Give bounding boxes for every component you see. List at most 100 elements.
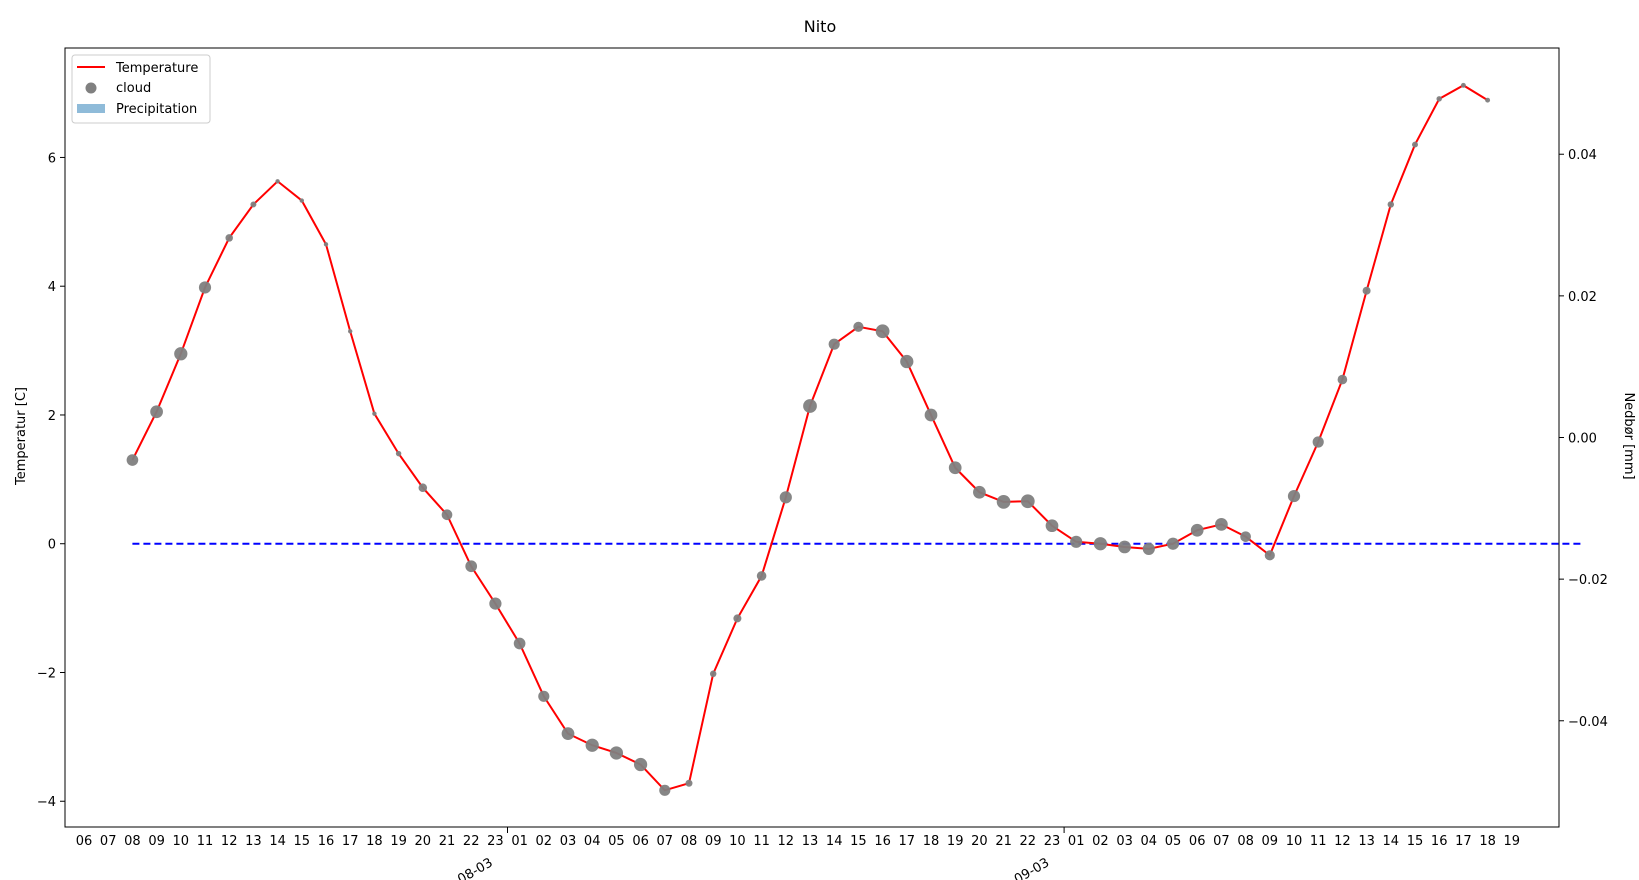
x-tick-label: 23 bbox=[487, 834, 504, 849]
x-tick-label: 03 bbox=[1116, 834, 1133, 849]
x-tick-label: 08 bbox=[1237, 834, 1254, 849]
y-tick-label: −4 bbox=[37, 795, 56, 810]
cloud-point bbox=[685, 779, 693, 787]
cloud-point bbox=[1240, 531, 1251, 542]
cloud-point bbox=[1190, 523, 1204, 537]
x-tick-label: 22 bbox=[463, 834, 480, 849]
x-tick-label: 10 bbox=[729, 834, 746, 849]
x-tick-label: 09 bbox=[1262, 834, 1279, 849]
x-tick-label: 14 bbox=[826, 834, 843, 849]
x-tick-label: 06 bbox=[632, 834, 649, 849]
cloud-point bbox=[828, 338, 840, 350]
y-axis-label: Temperatur [C] bbox=[14, 387, 29, 486]
legend-bar-swatch bbox=[77, 104, 105, 113]
x-tick-label: 17 bbox=[1455, 834, 1472, 849]
x-tick-label: 11 bbox=[753, 834, 770, 849]
y-tick-label: 2 bbox=[48, 409, 56, 424]
x-tick-label: 02 bbox=[536, 834, 553, 849]
cloud-point bbox=[1166, 537, 1180, 550]
y2-tick-label: −0.04 bbox=[1568, 715, 1608, 730]
cloud-point bbox=[418, 483, 428, 492]
y2-axis-label: Nedbør [mm] bbox=[1621, 392, 1636, 479]
x-tick-label: 15 bbox=[850, 834, 867, 849]
y-tick-label: 4 bbox=[48, 280, 56, 295]
cloud-point bbox=[756, 571, 767, 581]
y2-tick-label: 0.00 bbox=[1568, 432, 1597, 447]
x-tick-label: 16 bbox=[318, 834, 335, 849]
cloud-point bbox=[1264, 550, 1275, 561]
x-tick-label: 04 bbox=[1141, 834, 1158, 849]
x-tick-label: 05 bbox=[608, 834, 625, 849]
x-tick-label: 17 bbox=[899, 834, 916, 849]
x-tick-label: 16 bbox=[1431, 834, 1448, 849]
y-tick-label: 0 bbox=[48, 538, 56, 553]
x-tick-label: 08 bbox=[681, 834, 698, 849]
y2-tick-label: 0.02 bbox=[1568, 290, 1597, 305]
cloud-point bbox=[538, 690, 550, 702]
x-tick-label: 21 bbox=[995, 834, 1012, 849]
cloud-point bbox=[150, 405, 163, 419]
x-tick-label: 13 bbox=[245, 834, 262, 849]
cloud-point bbox=[1312, 436, 1324, 448]
x-tick-label: 11 bbox=[1310, 834, 1327, 849]
cloud-point bbox=[900, 354, 914, 369]
x-tick-label: 19 bbox=[390, 834, 407, 849]
cloud-point bbox=[299, 198, 304, 203]
x-tick-label: 13 bbox=[802, 834, 819, 849]
legend: Temperature cloud Precipitation bbox=[71, 54, 211, 124]
legend-label-temperature: Temperature bbox=[115, 61, 198, 76]
cloud-point bbox=[250, 201, 257, 208]
x-tick-label: 20 bbox=[415, 834, 432, 849]
x-tick-label: 16 bbox=[874, 834, 891, 849]
cloud-point bbox=[1020, 494, 1035, 509]
x-tick-label: 03 bbox=[560, 834, 577, 849]
chart-title: Nito bbox=[804, 17, 836, 36]
cloud-point bbox=[1070, 535, 1083, 548]
cloud-point bbox=[1215, 518, 1228, 531]
x-tick-label: 09 bbox=[705, 834, 722, 849]
cloud-point bbox=[275, 179, 280, 184]
cloud-point bbox=[1287, 489, 1301, 503]
cloud-point bbox=[1045, 519, 1059, 533]
x-tick-label: 06 bbox=[1189, 834, 1206, 849]
x-tick-label: 06 bbox=[76, 834, 93, 849]
cloud-point bbox=[875, 324, 890, 339]
x-tick-label: 14 bbox=[269, 834, 286, 849]
cloud-point bbox=[489, 597, 502, 610]
cloud-point bbox=[225, 234, 233, 242]
x-tick-label: 12 bbox=[778, 834, 795, 849]
x-tick-label: 21 bbox=[439, 834, 456, 849]
y-tick-label: −2 bbox=[37, 666, 56, 681]
cloud-point bbox=[1460, 82, 1466, 88]
cloud-point bbox=[996, 495, 1011, 509]
cloud-point bbox=[973, 485, 986, 499]
cloud-point bbox=[948, 461, 962, 475]
x-tick-label: 18 bbox=[366, 834, 383, 849]
cloud-point bbox=[1337, 374, 1348, 385]
x-tick-label: 19 bbox=[947, 834, 964, 849]
x-tick-label: 07 bbox=[100, 834, 117, 849]
cloud-point bbox=[779, 491, 792, 504]
x-tick-label: 15 bbox=[294, 834, 311, 849]
y-tick-label: 6 bbox=[48, 151, 56, 166]
cloud-point bbox=[395, 450, 402, 457]
legend-label-cloud: cloud bbox=[116, 81, 151, 96]
x-tick-label: 12 bbox=[1334, 834, 1351, 849]
cloud-point bbox=[585, 738, 599, 752]
cloud-point bbox=[1093, 537, 1108, 551]
cloud-point bbox=[323, 242, 329, 247]
cloud-point bbox=[465, 560, 478, 573]
x-tick-label: 01 bbox=[511, 834, 528, 849]
cloud-point bbox=[609, 746, 624, 760]
x-tick-label: 17 bbox=[342, 834, 359, 849]
cloud-point bbox=[348, 329, 353, 334]
x-tick-label: 10 bbox=[173, 834, 190, 849]
x-tick-label: 11 bbox=[197, 834, 214, 849]
x-tick-label: 22 bbox=[1020, 834, 1037, 849]
cloud-point bbox=[733, 614, 742, 623]
x-tick-label: 20 bbox=[971, 834, 988, 849]
cloud-point bbox=[513, 637, 526, 650]
